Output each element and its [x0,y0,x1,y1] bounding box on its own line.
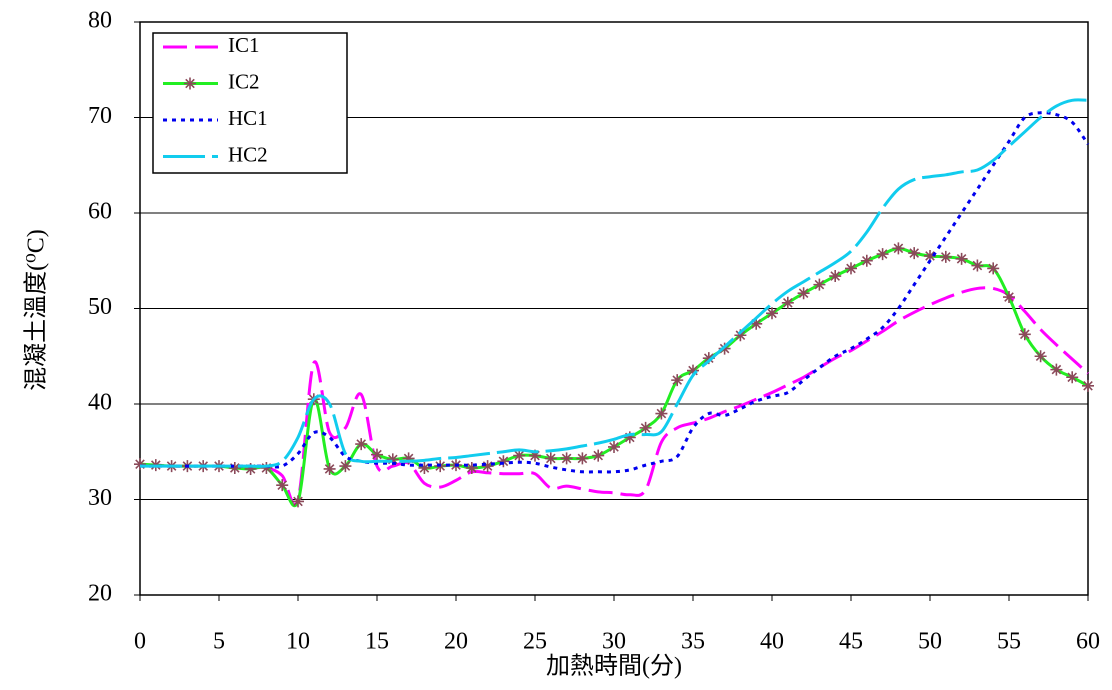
marker [386,453,399,466]
x-tick-label: 35 [681,629,705,655]
marker [671,374,684,387]
y-tick-label: 80 [88,8,112,34]
legend-label: IC2 [228,69,260,93]
y-tick-label: 40 [88,390,112,416]
legend-marker [184,77,196,90]
marker [292,495,304,508]
marker [418,461,431,474]
x-tick-label: 25 [523,629,547,655]
marker [560,452,573,465]
marker [513,449,526,462]
y-axis-title: 混凝土溫度(⁰C) [23,229,50,391]
legend-label: IC1 [228,33,260,57]
x-tick-label: 30 [602,629,626,655]
x-tick-label: 5 [213,629,225,655]
marker [465,461,478,474]
marker [1066,371,1079,384]
marker [655,407,668,420]
marker [371,448,383,461]
marker [1003,291,1015,304]
marker [876,248,889,261]
marker [592,449,605,462]
x-tick-label: 45 [839,629,863,655]
marker [1082,379,1094,392]
y-tick-label: 70 [88,103,112,129]
marker [481,460,494,473]
marker [355,438,368,451]
y-tick-label: 60 [88,199,112,225]
marker [766,307,778,320]
marker [687,364,699,377]
x-axis-title: 加熱時間(分) [546,653,682,680]
x-tick-label: 60 [1076,629,1100,655]
marker [639,421,652,434]
y-tick-label: 50 [88,294,112,320]
x-tick-label: 10 [286,629,310,655]
marker [623,431,636,444]
legend-label: HC1 [228,106,268,130]
marker [576,452,589,465]
x-tick-label: 0 [134,629,146,655]
y-tick-label: 20 [88,581,112,607]
marker [702,352,715,365]
marker [971,259,984,272]
x-tick-label: 55 [997,629,1021,655]
marker [608,440,620,453]
marker [134,458,146,471]
legend-label: HC2 [228,142,268,166]
marker [955,252,968,265]
legend-box [152,32,348,174]
marker [529,449,541,462]
marker [813,278,826,291]
marker [829,270,842,283]
marker [260,461,273,474]
x-tick-label: 20 [444,629,468,655]
marker [781,296,794,309]
marker [908,247,921,260]
marker [750,317,763,330]
marker [987,262,1000,275]
marker [276,479,289,492]
marker [244,462,257,475]
y-tick-label: 30 [88,485,112,511]
x-tick-label: 50 [918,629,942,655]
marker [339,460,352,473]
marker [323,462,336,475]
x-tick-label: 15 [365,629,389,655]
marker [734,329,747,342]
marker [544,452,557,465]
marker [924,249,936,262]
marker [860,254,873,267]
marker [939,250,952,263]
marker [1034,350,1047,363]
marker [892,242,905,255]
marker [1050,363,1063,376]
marker [1018,328,1031,341]
marker [845,262,857,275]
marker [497,455,510,468]
marker [228,461,241,474]
series-line [140,98,1089,468]
x-tick-label: 40 [760,629,784,655]
marker [797,287,810,300]
marker [402,452,415,465]
series-line [140,111,1090,474]
